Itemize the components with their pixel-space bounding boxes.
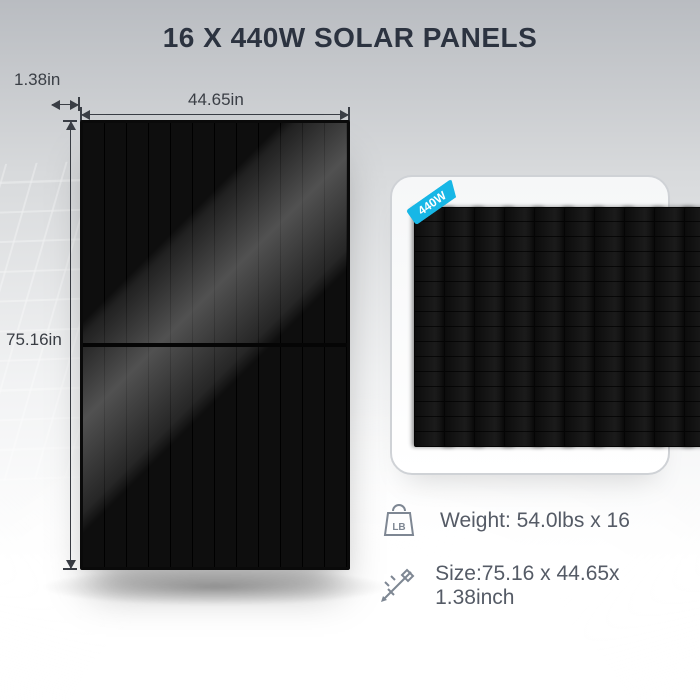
solar-panel-large	[80, 120, 350, 570]
stack-leaf	[684, 207, 700, 447]
spec-list: LB Weight: 54.0lbs x 16 Size:75.16 x 44.…	[376, 498, 676, 628]
panel-ground-shadow	[40, 568, 390, 606]
weight-icon: LB	[376, 498, 422, 544]
size-icon	[376, 563, 417, 609]
dim-width-label: 44.65in	[188, 90, 244, 110]
dim-width-arrow	[82, 114, 348, 115]
dim-height-tick-t	[63, 120, 77, 122]
spec-size: Size:75.16 x 44.65x 1.38inch	[376, 562, 676, 610]
dim-depth-arrow	[52, 104, 78, 105]
svg-text:LB: LB	[392, 522, 405, 533]
dim-width-tick-l	[80, 107, 82, 121]
dim-depth-label: 1.38in	[14, 70, 60, 90]
dim-height-label: 75.16in	[6, 330, 62, 350]
panel-stack-card: 440W	[390, 175, 670, 475]
dim-width-tick-r	[348, 107, 350, 121]
panel-stack: 440W	[414, 207, 650, 447]
page-title: 16 X 440W SOLAR PANELS	[0, 22, 700, 54]
spec-weight: LB Weight: 54.0lbs x 16	[376, 498, 676, 544]
spec-size-text: Size:75.16 x 44.65x 1.38inch	[435, 562, 676, 610]
dim-height-arrow	[70, 122, 71, 568]
spec-weight-text: Weight: 54.0lbs x 16	[440, 509, 630, 533]
